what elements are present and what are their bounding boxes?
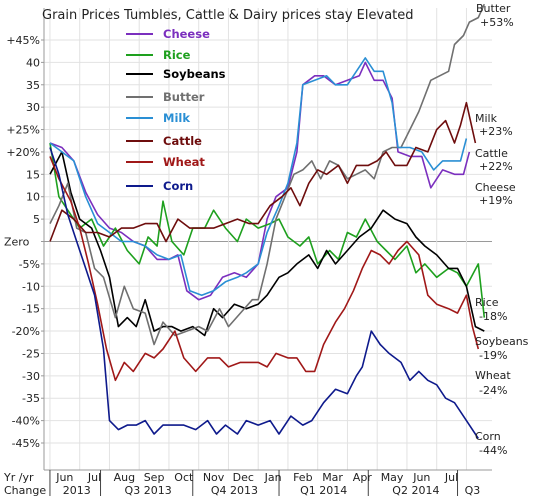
y-tick-label: -40% bbox=[12, 415, 40, 428]
y-tick-label: -10 bbox=[22, 280, 40, 293]
x-tick-label: Jun bbox=[55, 471, 73, 484]
series-line-wheat bbox=[49, 156, 480, 382]
y-tick-label: 10 bbox=[26, 191, 40, 204]
y-tick-label: 35 bbox=[26, 79, 40, 92]
y-tick-label: -25 bbox=[22, 347, 40, 360]
x-tick-label: Apr bbox=[353, 471, 373, 484]
legend: Cheese Rice Soybeans Butter Milk Cattle Wheat C… bbox=[126, 27, 226, 193]
y-tick-label: -15 bbox=[22, 303, 40, 316]
y-tick-label: 40 bbox=[26, 56, 40, 69]
x-tick-label: Jul bbox=[87, 471, 101, 484]
x-tick-label: Oct bbox=[174, 471, 194, 484]
x-corner-label: Yr /yr bbox=[3, 471, 34, 484]
y-tick-label: 30 bbox=[26, 101, 40, 114]
y-tick-label: -30 bbox=[22, 370, 40, 383]
end-label-value-milk: +23% bbox=[479, 125, 513, 138]
x-tick-label: Jan bbox=[264, 471, 282, 484]
y-tick-label: -20% bbox=[12, 325, 40, 338]
series-line-rice bbox=[49, 142, 486, 318]
end-label-name-rice: Rice bbox=[475, 296, 499, 309]
x-tick-label: Mar bbox=[322, 471, 343, 484]
series-line-milk bbox=[49, 57, 468, 296]
x-tick-label: Jun bbox=[412, 471, 430, 484]
gridlines bbox=[44, 8, 492, 470]
y-tick-label: Zero bbox=[4, 236, 30, 249]
x-tick-label: Dec bbox=[233, 471, 254, 484]
series-lines bbox=[49, 3, 486, 439]
y-tick-label: +20% bbox=[6, 146, 40, 159]
x-axis-ticks: Jun Jul Aug Sep Oct Nov Dec Jan Feb Mar Apr May Jun J… bbox=[3, 471, 480, 497]
end-label-value-cheese: +19% bbox=[479, 194, 513, 207]
legend-label-cheese: Cheese bbox=[163, 27, 210, 41]
x-tick-label: Sep bbox=[144, 471, 165, 484]
y-tick-label: -45% bbox=[12, 437, 40, 450]
quarter-label: Q3 bbox=[465, 484, 481, 497]
series-line-cheese bbox=[49, 61, 471, 301]
series-line-soybeans bbox=[49, 151, 485, 337]
legend-label-rice: Rice bbox=[163, 48, 191, 62]
legend-label-cattle: Cattle bbox=[163, 134, 202, 148]
y-tick-label: -35 bbox=[22, 392, 40, 405]
y-tick-label: +25% bbox=[6, 124, 40, 137]
end-label-name-milk: Milk bbox=[475, 112, 498, 125]
y-tick-label: +45% bbox=[6, 34, 40, 47]
end-label-name-butter: Butter bbox=[476, 2, 511, 15]
quarter-label: 2013 bbox=[63, 484, 91, 497]
end-label-name-corn: Corn bbox=[475, 430, 501, 443]
series-line-corn bbox=[49, 147, 479, 439]
chart-title: Grain Prices Tumbles, Cattle & Dairy pri… bbox=[42, 8, 414, 23]
end-label-value-cattle: +22% bbox=[479, 160, 513, 173]
y-tick-label: 5 bbox=[33, 213, 40, 226]
series-line-cattle bbox=[49, 101, 477, 243]
end-label-name-cattle: Cattle bbox=[475, 147, 508, 160]
end-label-value-wheat: -24% bbox=[479, 384, 507, 397]
y-tick-label: -5% bbox=[19, 258, 40, 271]
end-label-name-cheese: Cheese bbox=[475, 181, 516, 194]
legend-label-milk: Milk bbox=[163, 111, 190, 125]
x-tick-label: May bbox=[381, 471, 404, 484]
series-line-butter bbox=[49, 3, 486, 346]
end-label-value-soybeans: -19% bbox=[479, 349, 507, 362]
x-corner-label: Change bbox=[4, 484, 46, 497]
end-labels: Cheese+19% Rice-18% Soybeans-19% Butter+53%… bbox=[475, 2, 529, 457]
end-label-name-wheat: Wheat bbox=[475, 369, 511, 382]
x-tick-label: Aug bbox=[114, 471, 135, 484]
plot-frame bbox=[43, 8, 492, 496]
legend-label-butter: Butter bbox=[163, 90, 205, 104]
x-tick-label: Nov bbox=[203, 471, 225, 484]
end-label-value-butter: +53% bbox=[480, 16, 514, 29]
quarter-label: Q4 2013 bbox=[211, 484, 258, 497]
y-tick-label: 15 bbox=[26, 168, 40, 181]
quarter-label: Q2 2014 bbox=[392, 484, 439, 497]
x-tick-label: Jul bbox=[444, 471, 458, 484]
end-label-value-rice: -18% bbox=[479, 310, 507, 323]
quarter-label: Q1 2014 bbox=[300, 484, 347, 497]
end-label-value-corn: -44% bbox=[479, 444, 507, 457]
legend-label-corn: Corn bbox=[163, 179, 193, 193]
end-label-name-soybeans: Soybeans bbox=[475, 335, 529, 348]
legend-label-wheat: Wheat bbox=[163, 155, 205, 169]
legend-label-soybeans: Soybeans bbox=[163, 67, 226, 81]
x-tick-label: Feb bbox=[293, 471, 312, 484]
quarter-label: Q3 2013 bbox=[125, 484, 172, 497]
